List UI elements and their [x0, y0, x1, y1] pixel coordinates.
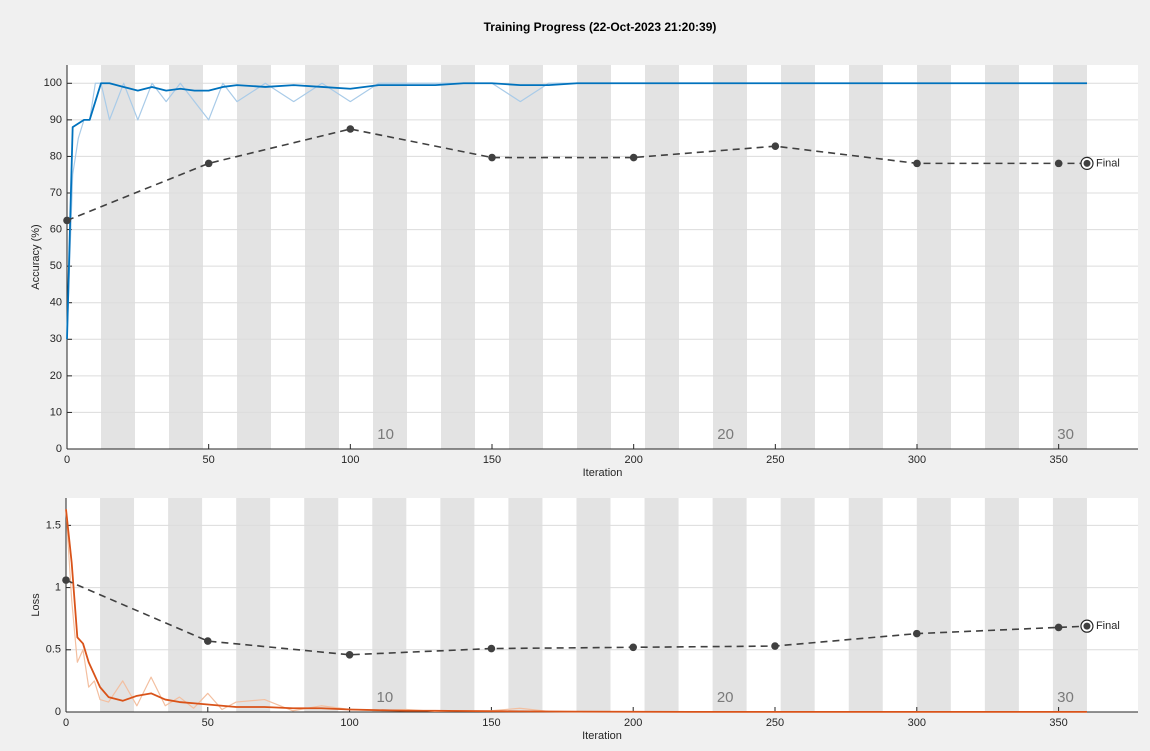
- epoch-band: [440, 498, 475, 712]
- point: [1054, 623, 1063, 632]
- epoch-band: [577, 65, 611, 449]
- point: [63, 216, 71, 225]
- epoch-label: 10: [377, 689, 394, 706]
- epoch-band: [304, 498, 339, 712]
- y-tick-label: 100: [44, 77, 62, 89]
- epoch-band: [305, 65, 339, 449]
- point: [345, 650, 354, 659]
- x-tick-label: 150: [482, 717, 500, 729]
- y-axis-label: Accuracy (%): [30, 224, 42, 289]
- x-tick-label: 150: [483, 454, 501, 466]
- y-tick-label: 0: [55, 706, 61, 718]
- epoch-band: [236, 498, 271, 712]
- point: [204, 159, 213, 168]
- x-axis-label: Iteration: [582, 730, 622, 742]
- point: [629, 153, 638, 162]
- epoch-band: [780, 498, 815, 712]
- epoch-band: [849, 65, 883, 449]
- epoch-band: [985, 65, 1019, 449]
- epoch-band: [645, 65, 679, 449]
- point: [1054, 159, 1063, 168]
- epoch-label: 10: [377, 426, 394, 443]
- y-tick-label: 0.5: [46, 644, 61, 656]
- y-tick-label: 50: [50, 260, 62, 272]
- y-tick-label: 40: [50, 297, 62, 309]
- x-axis-label: Iteration: [583, 467, 623, 479]
- y-tick-label: 90: [50, 114, 62, 126]
- x-tick-label: 100: [340, 717, 358, 729]
- epoch-band: [713, 65, 747, 449]
- x-tick-label: 250: [766, 717, 784, 729]
- series-line: [66, 82, 1087, 340]
- point: [488, 153, 496, 162]
- y-tick-label: 1.5: [46, 519, 61, 531]
- point: [1083, 159, 1091, 167]
- epoch-band: [576, 498, 611, 712]
- x-tick-label: 100: [341, 454, 359, 466]
- epoch-band: [781, 65, 815, 449]
- epoch-band: [848, 498, 883, 712]
- y-tick-label: 70: [50, 187, 62, 199]
- point: [913, 159, 921, 168]
- point: [912, 629, 921, 638]
- epoch-band: [1053, 65, 1087, 449]
- epoch-band: [1052, 498, 1087, 712]
- x-tick-label: 300: [908, 717, 926, 729]
- epoch-band: [509, 65, 543, 449]
- epoch-band: [644, 498, 679, 712]
- x-tick-label: 250: [766, 454, 784, 466]
- x-tick-label: 50: [203, 454, 215, 466]
- y-axis-label: Loss: [30, 593, 42, 617]
- epoch-band: [101, 65, 135, 449]
- y-tick-label: 10: [50, 406, 62, 418]
- epoch-band: [441, 65, 475, 449]
- epoch-band: [237, 65, 271, 449]
- x-tick-label: 300: [908, 454, 926, 466]
- y-tick-label: 80: [50, 150, 62, 162]
- epoch-band: [917, 65, 951, 449]
- epoch-band: [916, 498, 951, 712]
- x-tick-label: 0: [64, 454, 70, 466]
- x-tick-label: 200: [624, 717, 642, 729]
- point: [629, 643, 637, 652]
- final-label: Final: [1096, 157, 1120, 169]
- point: [487, 644, 496, 653]
- epoch-label: 20: [717, 689, 734, 706]
- epoch-label: 30: [1057, 689, 1074, 706]
- epoch-band: [169, 65, 203, 449]
- epoch-band: [100, 498, 135, 712]
- epoch-band: [373, 65, 407, 449]
- title: Training Progress (22-Oct-2023 21:20:39): [484, 20, 717, 34]
- point: [771, 142, 780, 150]
- x-tick-label: 50: [202, 717, 214, 729]
- x-tick-label: 350: [1049, 454, 1067, 466]
- epoch-band: [712, 498, 747, 712]
- epoch-label: 30: [1057, 426, 1074, 443]
- y-tick-label: 60: [50, 223, 62, 235]
- point: [346, 125, 355, 133]
- y-tick-label: 30: [50, 333, 62, 345]
- x-tick-label: 0: [63, 717, 69, 729]
- point: [62, 576, 70, 584]
- series-line: [65, 509, 1087, 713]
- epoch-band: [168, 498, 203, 712]
- x-tick-label: 350: [1049, 717, 1067, 729]
- x-tick-label: 200: [624, 454, 642, 466]
- series-line: [66, 128, 1087, 222]
- point: [1083, 622, 1091, 630]
- epoch-band: [508, 498, 543, 712]
- point: [771, 642, 779, 650]
- final-label: Final: [1096, 620, 1120, 632]
- epoch-band: [984, 498, 1019, 712]
- y-tick-label: 1: [55, 581, 61, 593]
- y-tick-label: 20: [50, 370, 62, 382]
- y-tick-label: 0: [56, 443, 62, 455]
- epoch-band: [372, 498, 407, 712]
- point: [203, 637, 212, 645]
- epoch-label: 20: [717, 426, 734, 443]
